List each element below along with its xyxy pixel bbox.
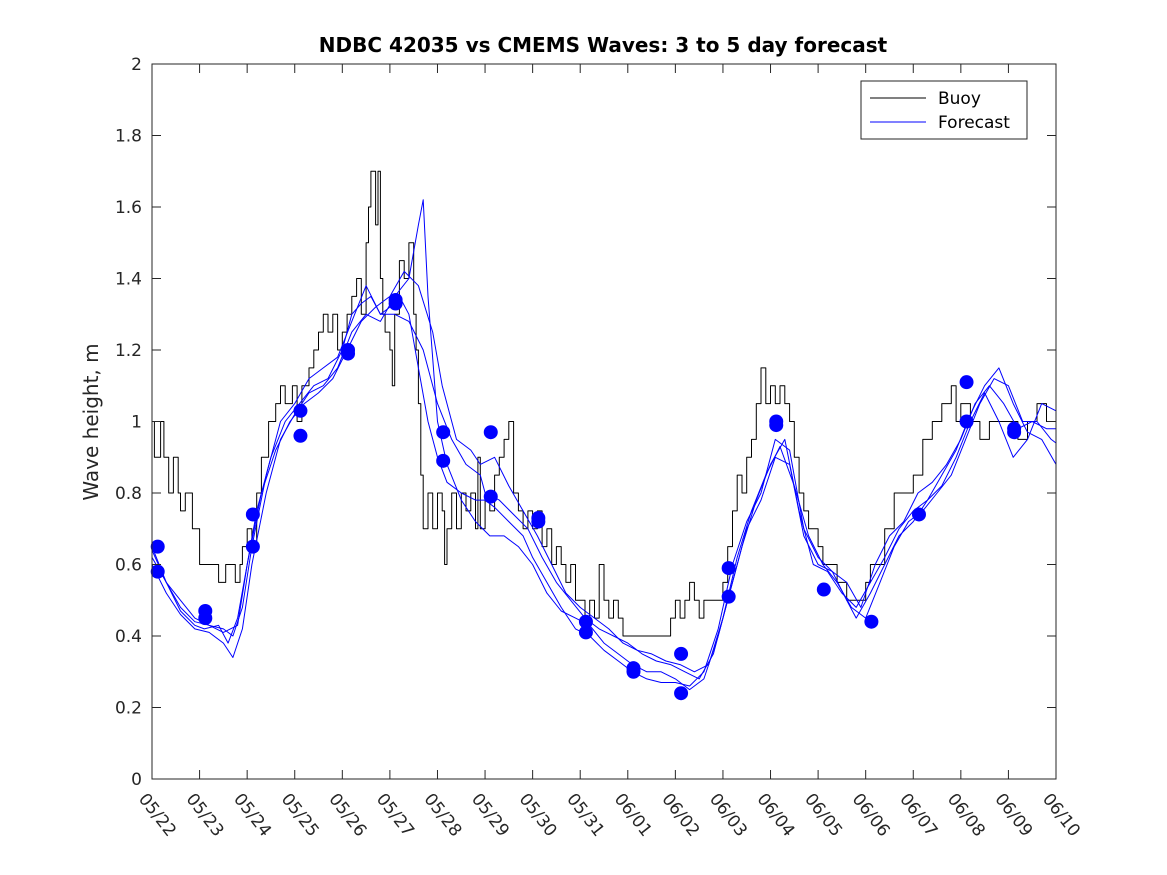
axes-background [152, 64, 1056, 779]
forecast-marker-19 [578, 625, 593, 640]
forecast-marker-14 [483, 425, 498, 440]
y-tick-label: 0.8 [115, 484, 142, 504]
forecast-marker-31 [959, 375, 974, 390]
forecast-marker-12 [436, 425, 451, 440]
legend: Buoy Forecast [860, 80, 1028, 140]
chart-title: NDBC 42035 vs CMEMS Waves: 3 to 5 day fo… [319, 33, 888, 57]
y-axis-label: Wave height, m [79, 343, 103, 500]
forecast-marker-6 [293, 403, 308, 418]
legend-buoy-label: Buoy [938, 89, 981, 109]
forecast-marker-29 [864, 614, 879, 629]
forecast-marker-25 [721, 589, 736, 604]
forecast-marker-1 [150, 564, 165, 579]
y-tick-label: 1.8 [115, 127, 142, 147]
forecast-marker-30 [911, 507, 926, 522]
forecast-marker-4 [245, 507, 260, 522]
forecast-marker-22 [674, 646, 689, 661]
forecast-marker-27 [769, 418, 784, 433]
y-tick-label: 0.6 [115, 556, 142, 576]
forecast-marker-11 [388, 296, 403, 311]
forecast-marker-24 [721, 561, 736, 576]
forecast-marker-21 [626, 664, 641, 679]
legend-forecast-label: Forecast [938, 113, 1010, 133]
forecast-marker-0 [150, 539, 165, 554]
forecast-marker-28 [816, 582, 831, 597]
forecast-marker-17 [531, 514, 546, 529]
forecast-marker-3 [198, 611, 213, 626]
y-tick-label: 0.2 [115, 699, 142, 719]
y-tick-label: 2 [131, 55, 142, 75]
y-tick-label: 1.6 [115, 198, 142, 218]
y-tick-label: 1.4 [115, 270, 142, 290]
y-tick-label: 1.2 [115, 341, 142, 361]
y-tick-label: 0.4 [115, 627, 142, 647]
forecast-marker-15 [483, 489, 498, 504]
buoy-series-line [152, 170, 1056, 637]
forecast-marker-23 [674, 686, 689, 701]
y-tick-label: 1 [131, 413, 142, 433]
forecast-marker-5 [245, 539, 260, 554]
forecast-marker-13 [436, 453, 451, 468]
forecast-marker-32 [959, 414, 974, 429]
forecast-marker-34 [1007, 425, 1022, 440]
y-tick-label: 0 [131, 770, 142, 790]
forecast-marker-18 [578, 614, 593, 629]
forecast-marker-9 [341, 346, 356, 361]
legend-box [860, 80, 1028, 140]
forecast-marker-7 [293, 428, 308, 443]
